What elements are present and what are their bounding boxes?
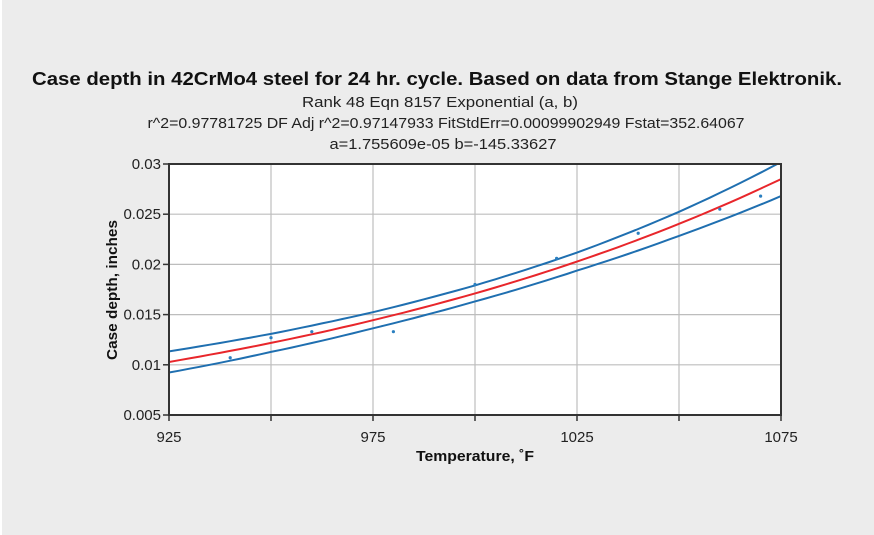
- y-tick-label: 0.005: [123, 407, 161, 424]
- data-point: [310, 330, 314, 334]
- data-point: [391, 330, 395, 334]
- axis-ticks: 0.005 0.01 0.015 0.02 0.025 0.03 925 975 1025 107…: [123, 156, 797, 446]
- x-tick-label: 1025: [560, 429, 593, 446]
- data-point: [269, 336, 273, 340]
- y-tick-label: 0.03: [132, 156, 161, 173]
- series: [169, 164, 781, 374]
- x-tick-label: 925: [156, 429, 181, 446]
- x-tick-label: 1075: [764, 429, 797, 446]
- data-point: [718, 207, 722, 211]
- x-tick-label: 975: [360, 429, 385, 446]
- y-tick-label: 0.015: [123, 307, 161, 324]
- fit-curve: [169, 178, 781, 363]
- data-point: [636, 231, 640, 235]
- chart-subtitle-equation: Rank 48 Eqn 8157 Exponential (a, b): [302, 94, 578, 111]
- data-point: [555, 256, 559, 260]
- data-point: [473, 282, 477, 287]
- data-point: [759, 194, 763, 198]
- x-axis-label: Temperature, ˚F: [416, 448, 534, 465]
- left-edge: [0, 0, 2, 535]
- chart-title: Case depth in 42CrMo4 steel for 24 hr. c…: [32, 69, 842, 89]
- y-tick-label: 0.025: [123, 206, 161, 223]
- y-tick-label: 0.02: [132, 256, 161, 273]
- y-axis-label: Case depth, inches: [104, 220, 121, 360]
- y-tick-label: 0.01: [132, 357, 161, 374]
- chart-subtitle-params: a=1.755609e-05 b=-145.33627: [330, 136, 557, 153]
- lower-confidence-band: [169, 195, 781, 374]
- data-point: [228, 356, 232, 360]
- chart-subtitle-stats: r^2=0.97781725 DF Adj r^2=0.97147933 Fit…: [148, 115, 745, 132]
